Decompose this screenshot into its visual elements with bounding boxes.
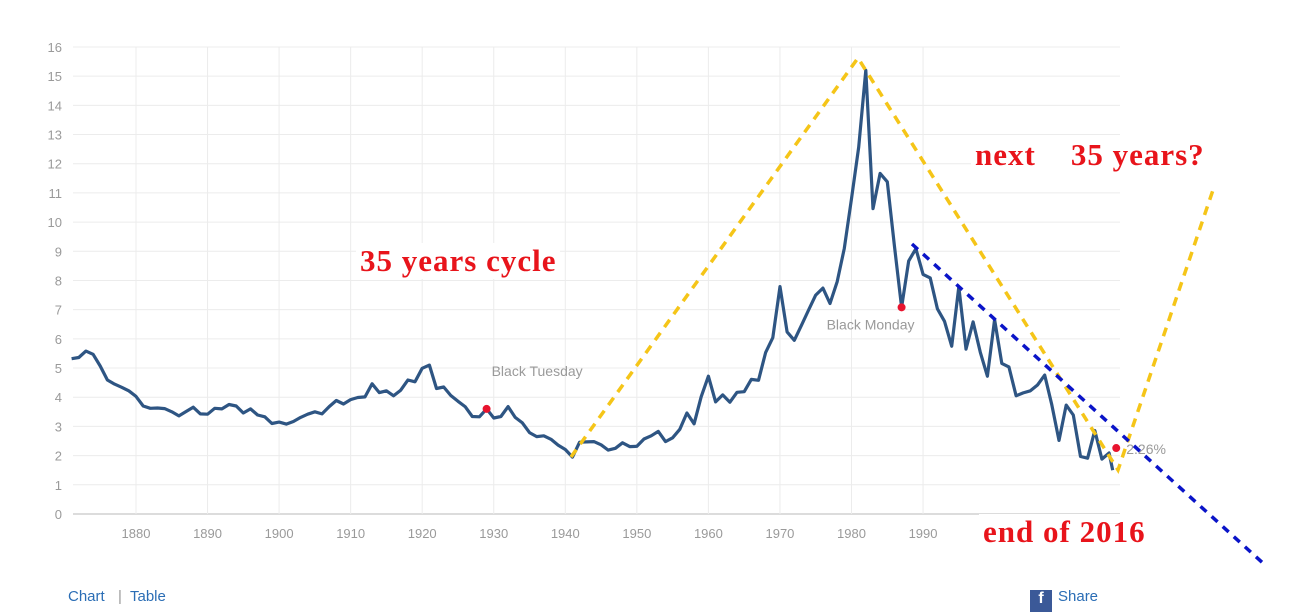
event-marker	[897, 303, 906, 312]
x-tick-label: 1910	[336, 526, 365, 541]
y-tick-label: 11	[49, 186, 63, 201]
x-tick-label: 1920	[408, 526, 437, 541]
event-marker	[1112, 444, 1121, 453]
series-line	[71, 68, 1115, 471]
annotation-cycle: 35 years cycle	[356, 243, 561, 279]
y-tick-label: 13	[48, 128, 62, 143]
downtrend-line	[910, 242, 1267, 567]
x-tick-label: 1880	[122, 526, 151, 541]
y-tick-label: 14	[48, 98, 62, 113]
x-tick-label: 1890	[193, 526, 222, 541]
y-tick-label: 9	[55, 244, 62, 259]
grid	[73, 46, 1120, 515]
cycle-trend-line	[569, 54, 1215, 475]
event-markers: Black Tuesday Black Monday 2.26%	[482, 303, 1166, 457]
x-tick-label: 1940	[551, 526, 580, 541]
x-tick-label: 1970	[765, 526, 794, 541]
x-tick-label: 1960	[694, 526, 723, 541]
y-tick-label: 10	[48, 215, 62, 230]
y-tick-label: 4	[55, 390, 62, 405]
x-tick-label: 1950	[622, 526, 651, 541]
y-tick-label: 8	[55, 273, 62, 288]
event-label: 2.26%	[1126, 441, 1166, 457]
x-tick-label: 1980	[837, 526, 866, 541]
y-tick-label: 7	[55, 303, 62, 318]
y-tick-label: 0	[55, 507, 62, 522]
x-tick-label: 1930	[479, 526, 508, 541]
y-tick-label: 15	[48, 69, 62, 84]
y-tick-label: 16	[48, 40, 62, 55]
annotation-end: end of 2016	[979, 514, 1150, 550]
x-tick-label: 1990	[909, 526, 938, 541]
event-label: Black Tuesday	[492, 363, 583, 379]
x-tick-label: 1900	[265, 526, 294, 541]
y-tick-label: 12	[48, 157, 62, 172]
y-tick-label: 5	[55, 361, 62, 376]
event-marker	[482, 404, 491, 413]
y-tick-label: 1	[55, 478, 62, 493]
y-tick-label: 3	[55, 419, 62, 434]
y-tick-label: 2	[55, 449, 62, 464]
event-label: Black Monday	[827, 316, 915, 332]
facebook-icon[interactable]: f	[1030, 590, 1052, 612]
y-tick-label: 6	[55, 332, 62, 347]
x-axis: 1880 1890 1900 1910 1920 1930 1940 1950 1960 1970…	[122, 526, 938, 541]
annotation-next: next 35 years?	[971, 137, 1209, 173]
